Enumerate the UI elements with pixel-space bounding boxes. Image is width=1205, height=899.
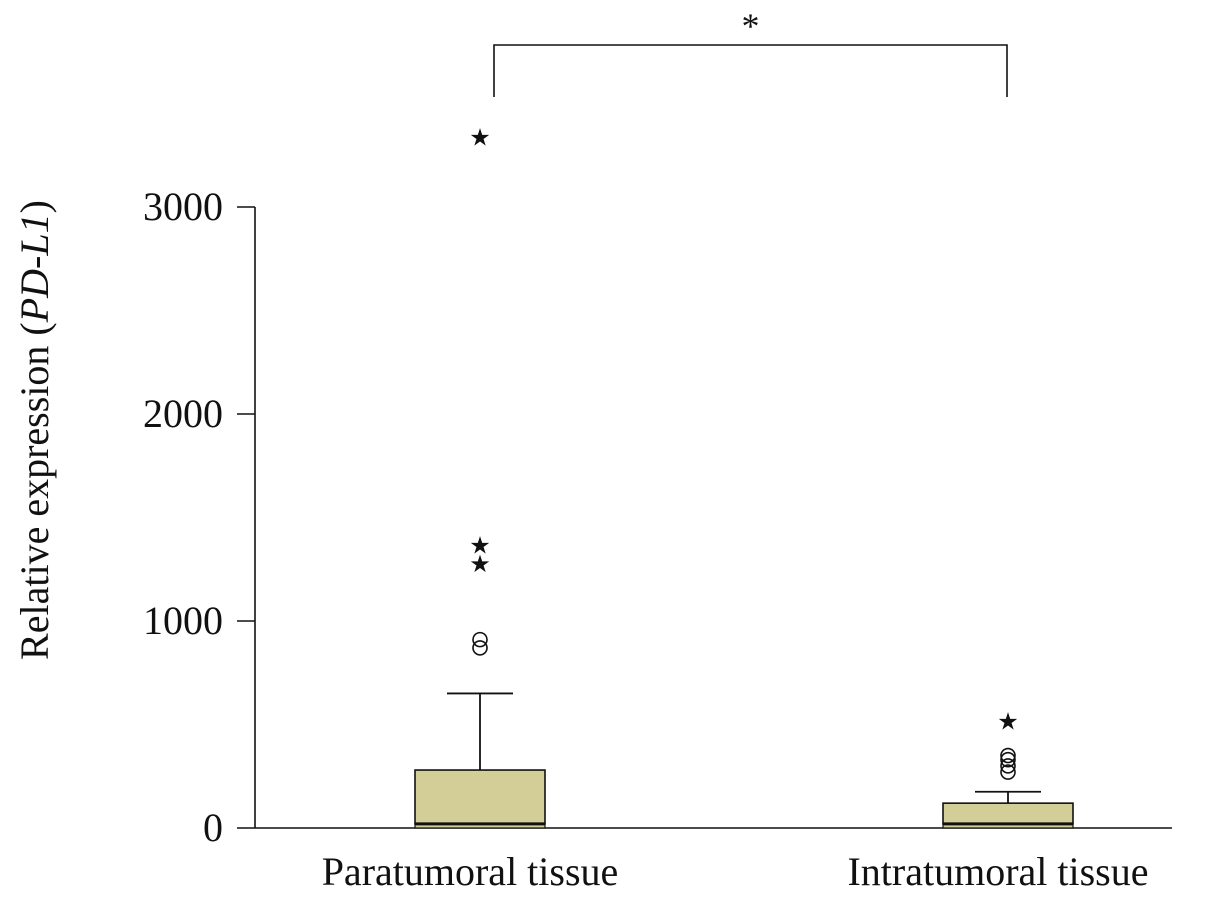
y-axis: 0 1000 2000 3000 (143, 184, 256, 850)
y-tick-label-2000: 2000 (143, 391, 223, 436)
box-2-outlier-star-1: ★ (997, 707, 1019, 735)
box-2-outlier-circle-2 (1000, 758, 1016, 774)
box-1-outlier-star-2: ★ (469, 531, 491, 559)
box-2-outlier-circle-4 (1000, 747, 1016, 764)
y-tick-label-3000: 3000 (143, 184, 223, 229)
box-2-outlier-circle-1 (1000, 764, 1016, 780)
y-tick-label-0: 0 (203, 805, 223, 850)
significance-marker: * (742, 6, 760, 46)
y-axis-label-gene: PD-L1 (12, 213, 57, 323)
y-tick-label-1000: 1000 (143, 598, 223, 643)
box-1-iqr (414, 769, 546, 825)
box-1-outlier-star-1: ★ (469, 550, 491, 578)
y-axis-label: Relative expression (PD-L1) (12, 200, 57, 660)
box-1-outlier-circle-1 (472, 640, 488, 656)
significance-bracket-line (493, 44, 1008, 97)
y-axis-label-prefix: Relative expression ( (12, 322, 57, 660)
boxes: ★★★★ (414, 124, 1074, 829)
x-category-label-2: Intratumoral tissue (847, 849, 1148, 894)
box-2-outlier-circle-3 (1000, 751, 1016, 768)
box-1-outlier-circle-2 (472, 631, 488, 648)
box-2-iqr (942, 802, 1074, 825)
box-1-outlier-star-3: ★ (469, 124, 491, 152)
significance-bracket: * (493, 6, 1008, 97)
x-category-label-1: Paratumoral tissue (322, 849, 619, 894)
y-axis-label-suffix: ) (12, 200, 57, 213)
x-axis: Paratumoral tissue Intratumoral tissue (255, 827, 1172, 894)
